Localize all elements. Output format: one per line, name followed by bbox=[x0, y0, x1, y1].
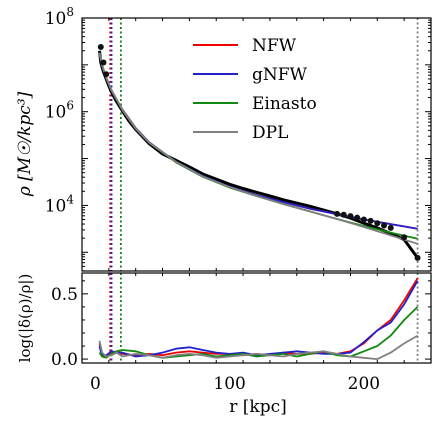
residual-series-dpl bbox=[98, 334, 419, 360]
residual-panel: 0 100 200 0.0 0.5 bbox=[51, 272, 432, 394]
data-point bbox=[97, 44, 104, 51]
legend-label-einasto: Einasto bbox=[252, 94, 317, 114]
data-point bbox=[347, 213, 354, 220]
legend: NFW gNFW Einasto DPL bbox=[193, 36, 317, 143]
data-point bbox=[414, 254, 421, 261]
y-tick-label: 104 bbox=[45, 192, 75, 216]
legend-label-dpl: DPL bbox=[252, 123, 288, 143]
data-point bbox=[360, 216, 367, 223]
residual-series-nfw bbox=[98, 277, 419, 358]
top-series-dpl bbox=[98, 52, 418, 245]
y-tick-label: 106 bbox=[45, 99, 74, 123]
legend-label-gnfw: gNFW bbox=[252, 65, 308, 85]
data-point bbox=[401, 234, 408, 241]
data-point bbox=[381, 222, 388, 229]
data-point bbox=[103, 71, 110, 78]
y-tick-label: 108 bbox=[45, 5, 74, 29]
x-axis-label: r [kpc] bbox=[229, 397, 287, 417]
residual-series-einasto bbox=[98, 306, 419, 359]
data-point bbox=[100, 59, 107, 66]
legend-label-nfw: NFW bbox=[252, 36, 297, 56]
y-tick-label: 0.0 bbox=[51, 350, 78, 370]
data-point bbox=[354, 214, 361, 221]
y-tick-label: 0.5 bbox=[51, 285, 78, 305]
x-tick-label: 0 bbox=[90, 374, 101, 394]
data-point bbox=[340, 211, 347, 218]
residual-series-gnfw bbox=[98, 280, 419, 358]
data-point bbox=[334, 210, 341, 217]
data-point bbox=[387, 224, 394, 231]
top-y-axis-label: ρ [M☉/kpc³] bbox=[15, 91, 35, 197]
data-point bbox=[367, 217, 374, 224]
density-panel: 108 106 104 NFW gNFW Einasto DPL bbox=[45, 5, 432, 272]
bottom-y-axis-label: log(|δ(ρ)/ρ|) bbox=[16, 274, 34, 363]
data-point bbox=[374, 220, 381, 227]
x-tick-label: 100 bbox=[213, 374, 245, 394]
residual-panel-frame bbox=[81, 272, 432, 364]
x-tick-label: 200 bbox=[348, 374, 380, 394]
density-panel-frame bbox=[81, 17, 432, 272]
